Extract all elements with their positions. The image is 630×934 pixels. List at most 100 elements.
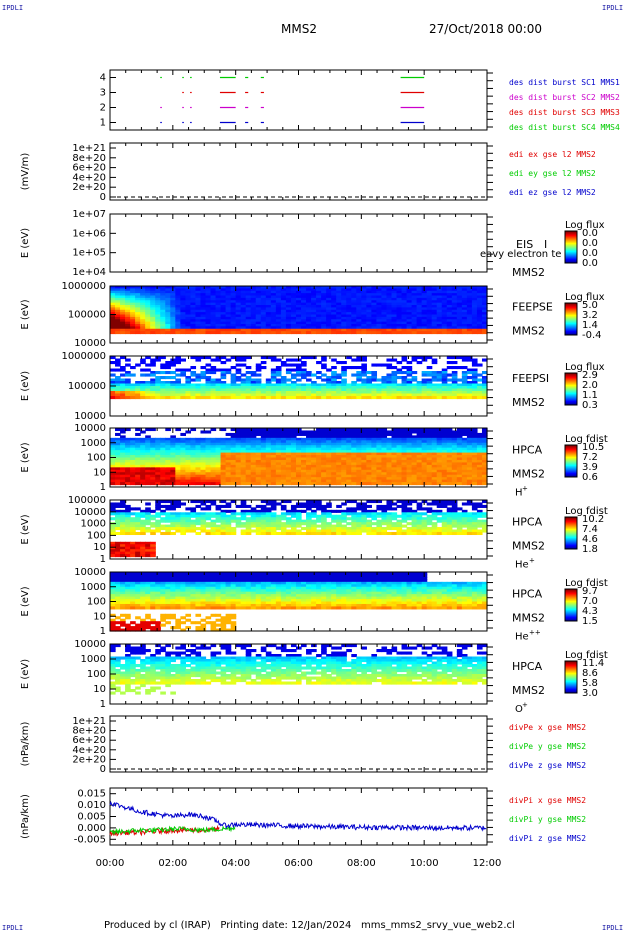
hpca-h-panel-cell <box>200 440 207 444</box>
feepse-panel-cell <box>386 286 393 289</box>
feepsi-panel-cell <box>341 366 347 370</box>
feepse-panel-cell <box>125 312 131 316</box>
feepsi-panel-cell <box>250 393 257 397</box>
feepse-panel-cell <box>245 305 252 308</box>
feepse-panel-cell <box>411 295 418 299</box>
hpca-he-panel-cell <box>175 527 181 531</box>
hpca-h-panel-cell <box>401 462 408 466</box>
feepsi-panel-cell <box>160 388 166 392</box>
feepse-panel-cell <box>436 305 443 308</box>
feepsi-panel-cell <box>406 388 413 392</box>
hpca-h-panel-cell <box>255 450 262 454</box>
feepse-panel-cell <box>321 307 327 311</box>
divpe-panel-y-tick-label: 1e+21 <box>72 716 106 727</box>
feepsi-panel-cell <box>215 356 222 360</box>
hpca-he-panel-cell <box>110 527 116 531</box>
hpca-h-panel-colorbar-cell <box>565 468 577 470</box>
hpca-he-panel-cell <box>205 504 212 508</box>
feepse-panel-cell <box>331 319 337 323</box>
hpca-h-panel-cell <box>301 464 307 468</box>
feepse-panel-cell <box>265 326 272 330</box>
hpca-h-panel-cell <box>351 464 357 468</box>
feepsi-panel-cell <box>381 378 388 382</box>
hpca-h-panel-cell <box>371 482 378 486</box>
feepse-panel-cell <box>220 321 227 325</box>
hpca-h-panel-cell <box>290 479 297 483</box>
feepsi-panel-cell <box>331 358 337 362</box>
hpca-he-panel-cell <box>195 504 202 508</box>
feepsi-panel-cell <box>391 391 398 395</box>
feepse-panel-cell <box>316 300 322 304</box>
feepse-panel-cell <box>481 297 488 301</box>
feepse-panel-cell <box>411 314 418 318</box>
hpca-h-panel-cell <box>356 437 362 441</box>
feepsi-panel-cell <box>280 383 287 387</box>
feepse-panel-cell <box>165 326 171 330</box>
hpca-h-panel-cell <box>361 457 367 461</box>
feepsi-panel-cell <box>155 396 161 400</box>
hpca-h-panel-cell <box>170 472 176 476</box>
hpca-h-panel-cell <box>476 459 483 464</box>
feepse-panel-cell <box>185 297 192 301</box>
feepsi-panel-cell <box>270 378 277 382</box>
feepsi-panel-cell <box>346 391 352 395</box>
hpca-he-panel-cell <box>210 519 217 523</box>
feepsi-panel-cell <box>175 381 181 385</box>
feepsi-panel-cell <box>321 383 327 387</box>
hpca-he-panel-cell <box>180 529 186 533</box>
hpca-h-panel-cell <box>471 479 478 483</box>
feepse-panel-cell <box>190 307 197 311</box>
feepse-panel-cell <box>115 314 121 318</box>
hpca-h-panel-cell <box>270 447 277 451</box>
hpca-h-panel-cell <box>441 464 448 468</box>
feepsi-panel-cell <box>401 393 408 397</box>
feepse-panel-cell <box>361 321 367 325</box>
feepse-panel-cell <box>260 297 267 301</box>
feepsi-panel-colorbar-tick: 1.1 <box>582 390 598 401</box>
feepsi-panel-cell <box>306 388 312 392</box>
hpca-h-panel-cell <box>316 457 322 461</box>
hpca-h-panel-cell <box>230 440 237 444</box>
hpca-he-panel-cell <box>120 524 126 528</box>
hpca-h-panel-cell <box>215 452 222 456</box>
feepsi-panel-cell <box>275 383 282 387</box>
hpca-h-panel-cell <box>311 455 317 459</box>
feepse-panel-cell <box>301 309 307 313</box>
feepse-panel-cell <box>301 286 307 289</box>
feepse-panel-cell <box>471 286 478 289</box>
hpca-he-panel-cell <box>110 504 116 508</box>
feepsi-panel-cell <box>185 386 192 390</box>
feepse-panel-cell <box>406 326 413 330</box>
hpca-h-panel-cell <box>481 432 488 436</box>
hpca-h-panel-cell <box>396 440 403 444</box>
feepsi-panel-cell <box>341 386 347 390</box>
hpca-h-panel-cell <box>260 428 267 432</box>
feepse-panel-cell <box>140 331 146 335</box>
feepse-panel-cell <box>301 288 307 292</box>
hpca-h-panel-cell <box>361 472 367 476</box>
feepse-panel-cell <box>205 319 212 323</box>
hpca-h-panel-cell <box>290 445 297 449</box>
hpca-h-panel-cell <box>195 472 202 476</box>
feepse-panel-cell <box>110 307 116 311</box>
hpca-h-panel-cell <box>326 479 332 483</box>
hpca-h-panel-cell <box>110 447 116 451</box>
hpca-h-panel-cell <box>351 479 357 483</box>
feepsi-panel-cell <box>250 381 257 385</box>
feepsi-panel-cell <box>275 393 282 397</box>
feepsi-panel-cell <box>125 393 131 397</box>
feepse-panel-cell <box>456 324 463 327</box>
feepsi-panel-cell <box>110 386 116 390</box>
feepse-panel-cell <box>270 293 277 297</box>
feepse-panel-cell <box>481 312 488 316</box>
feepsi-panel-cell <box>451 373 458 377</box>
hpca-h-panel-cell <box>326 477 332 481</box>
hpca-h-panel-cell <box>341 474 347 478</box>
hpca-h-panel-cell <box>245 437 252 441</box>
feepsi-panel-cell <box>240 393 247 397</box>
hpca-he-panel-spectrogram <box>110 500 488 558</box>
hpca-h-panel-cell <box>456 479 463 483</box>
hpca-h-panel-cell <box>431 437 438 441</box>
hpca-h-panel-cell <box>426 432 433 436</box>
feepse-panel-colorbar-cell <box>565 313 577 315</box>
